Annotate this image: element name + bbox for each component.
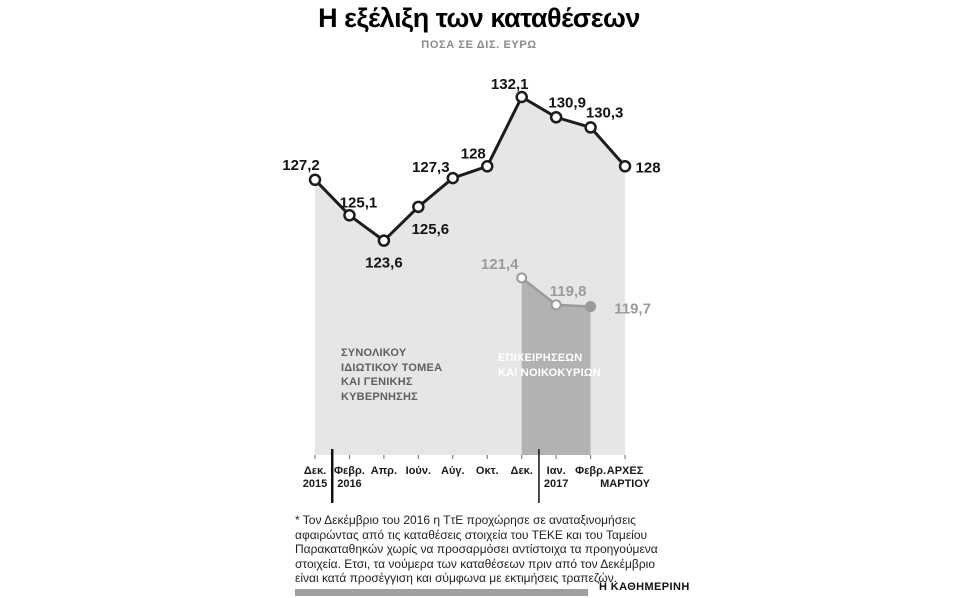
header: Η εξέλιξη των καταθέσεων ΠΟΣΑ ΣΕ ΔΙΣ. ΕΥ… [0,3,958,51]
series-label-businesses-households: ΕΠΙΧΕΙΡΗΣΕΩΝ ΚΑΙ ΝΟΙΚΟΚΥΡΙΩΝ [498,351,601,380]
series-label-line: ΣΥΝΟΛΙΚΟΥ [341,347,407,359]
data-point-total [377,234,391,247]
data-point-total [412,200,425,214]
x-axis-label: Φεβρ. [575,465,606,477]
x-axis-label: Ιαν. [547,465,566,477]
page-title: Η εξέλιξη των καταθέσεων [318,3,640,33]
line-total [313,94,627,243]
value-label-total: 128 [636,159,661,176]
brand-kathimerini: Η ΚΑΘΗΜΕΡΙΝΗ [599,581,690,593]
value-label-total: 128 [461,145,486,162]
series-label-line: ΚΑΙ ΝΟΙΚΟΚΥΡΙΩΝ [498,366,601,379]
x-axis-label: Ιούν. [406,465,431,477]
value-label-total: 132,1 [491,76,529,93]
data-point-total [481,160,494,173]
value-label-total: 123,6 [365,255,403,272]
data-point-business [550,299,562,311]
x-axis-label: Οκτ. [476,465,499,477]
x-axis-label: ΜΑΡΤΙΟΥ [600,478,650,490]
x-axis-label: 2016 [337,478,361,490]
x-axis-label: 2015 [303,478,327,490]
series-label-total-private-sector: ΣΥΝΟΛΙΚΟΥ ΙΔΙΩΤΙΚΟΥ ΤΟΜΕΑ ΚΑΙ ΓΕΝΙΚΗΣ ΚΥΒΕΡ… [341,346,442,404]
x-axis-label: Δεκ. [511,465,533,477]
series-label-line: ΙΔΙΩΤΙΚΟΥ ΤΟΜΕΑ [341,361,443,374]
x-axis-label: Φεβρ. [334,465,365,477]
data-point-total [549,111,563,124]
x-axis-label: Δεκ. [304,465,326,477]
data-point-total [515,90,528,104]
data-point-total [584,121,597,134]
value-label-total: 130,3 [586,104,624,121]
series-label-line: ΚΑΙ ΓΕΝΙΚΗΣ [341,376,413,388]
chart-subtitle: ΠΟΣΑ ΣΕ ΔΙΣ. ΕΥΡΩ [421,39,537,51]
value-label-total: 130,9 [548,94,586,111]
data-point-total [308,173,322,187]
value-label-total: 127,3 [412,159,450,176]
footnote: * Τον Δεκέμβριο του 2016 η ΤτΕ προχώρησε… [295,513,658,585]
value-label-business: 121,4 [481,256,519,273]
value-label-total: 125,6 [412,221,450,238]
data-point-business [585,301,597,313]
value-label-business: 119,7 [614,301,651,318]
value-label-total: 127,2 [282,157,320,174]
data-point-total [618,160,632,173]
x-axis-label: 2017 [544,478,568,490]
series-label-line: ΕΠΙΧΕΙΡΗΣΕΩΝ [498,352,583,364]
bottom-divider [295,589,588,596]
data-point-business [516,272,528,284]
value-label-total: 125,1 [340,194,378,211]
data-point-total [343,209,356,222]
deposits-line-chart: 127,2 125,1 123,6 125,6 127,3 128 132,1 130,913… [282,76,661,503]
data-point-total [446,171,460,185]
value-label-business: 119,8 [550,283,587,300]
area-business [521,277,591,455]
series-label-line: ΚΥΒΕΡΝΗΣΗΣ [341,390,418,403]
x-axis-label: Απρ. [371,465,397,477]
x-axis-label: ΑΡΧΕΣ [607,465,644,477]
x-axis-label: Αύγ. [441,465,465,477]
